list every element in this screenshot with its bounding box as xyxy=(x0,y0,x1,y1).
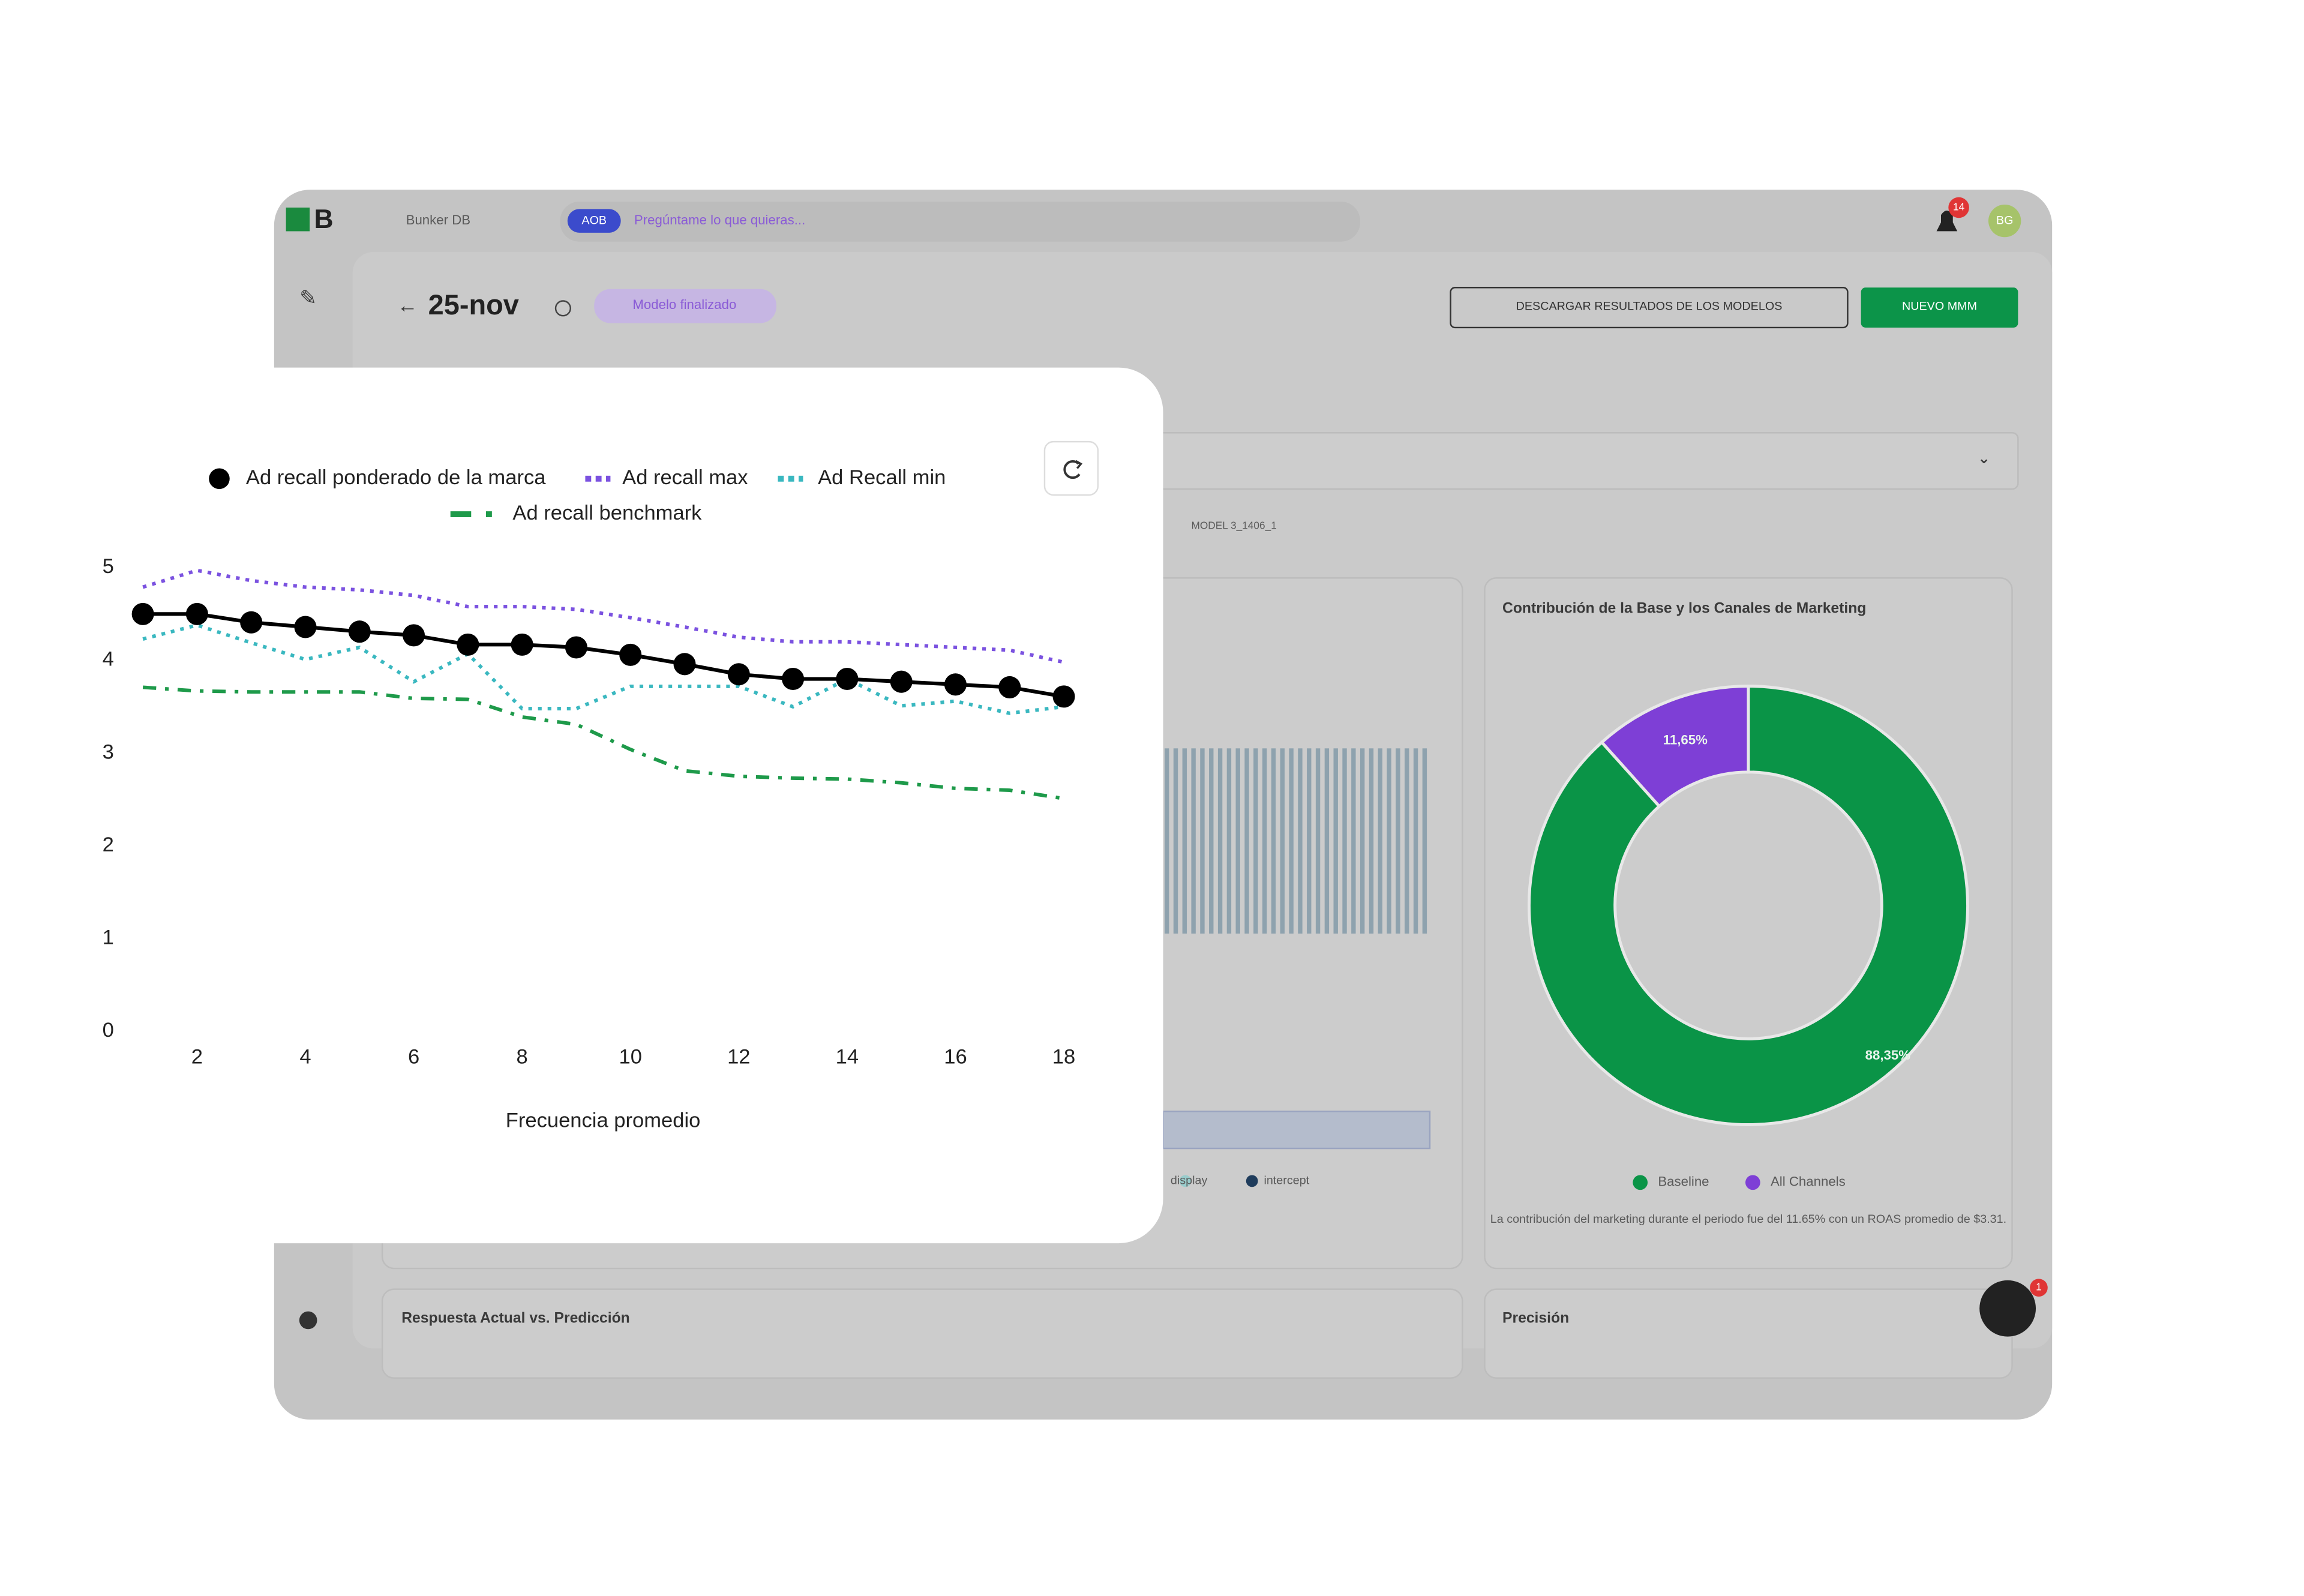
point xyxy=(673,653,696,676)
pie-segment xyxy=(1528,685,1969,1126)
x-tick-label: 2 xyxy=(191,1046,203,1069)
point xyxy=(348,620,371,643)
point xyxy=(185,602,208,625)
y-tick-label: 2 xyxy=(103,833,114,856)
legend-marker xyxy=(1633,1175,1648,1190)
point xyxy=(403,624,425,647)
series-line xyxy=(142,623,1064,715)
search-bar[interactable] xyxy=(560,202,1360,242)
back-arrow[interactable]: ← xyxy=(397,295,418,317)
chart-card xyxy=(0,367,1163,1244)
pie-segment xyxy=(1600,685,1750,809)
pie-label: 11,65% xyxy=(1663,733,1708,748)
search-placeholder[interactable]: Pregúntame lo que quieras... xyxy=(634,212,805,227)
card xyxy=(1484,1288,2013,1379)
model-tag: MODEL 3_1406_1 xyxy=(1191,519,1276,531)
point xyxy=(131,602,154,625)
ask-badge: AOB xyxy=(581,214,607,227)
range-slider[interactable] xyxy=(1162,1111,1431,1150)
legend-label: All Channels xyxy=(1771,1174,1846,1189)
blurred-bars xyxy=(1163,748,1430,934)
series-line xyxy=(142,568,1064,664)
legend-label: Ad recall benchmark xyxy=(512,502,702,524)
chat-badge-bg xyxy=(2030,1279,2048,1297)
x-tick-label: 6 xyxy=(408,1046,419,1069)
legend-dot xyxy=(1246,1175,1258,1187)
background-legend: display xyxy=(1171,1174,1208,1187)
legend-marker xyxy=(1745,1175,1760,1190)
legend-label: Ad recall max xyxy=(622,466,748,489)
pie-chart: 88,35% Baseline 11,65% All Channels xyxy=(1528,685,1969,1190)
refresh-button[interactable] xyxy=(1043,440,1099,496)
point xyxy=(944,673,967,696)
new-button[interactable] xyxy=(1861,287,2018,328)
y-tick-label: 1 xyxy=(103,926,114,949)
y-tick-label: 5 xyxy=(103,555,114,578)
nav-icon[interactable]: ✎ xyxy=(299,287,317,310)
card-title: Respuesta Actual vs. Predicción xyxy=(401,1310,630,1327)
logo-mark xyxy=(286,207,310,232)
dropdown-arrow: ⌄ xyxy=(1978,451,1990,467)
point xyxy=(782,668,805,691)
point xyxy=(998,676,1021,698)
model-select[interactable] xyxy=(1140,432,2019,490)
point xyxy=(1052,685,1075,708)
legend-label: Baseline xyxy=(1658,1174,1709,1189)
pie-label: 88,35% xyxy=(1865,1048,1911,1063)
point xyxy=(890,670,913,693)
x-tick-label: 18 xyxy=(1052,1046,1075,1069)
refresh-icon xyxy=(1075,460,1083,469)
point xyxy=(240,611,263,634)
refresh-icon xyxy=(1063,460,1081,479)
page-title: 25-nov xyxy=(428,289,519,320)
status-pill xyxy=(594,289,776,323)
legend-marker xyxy=(209,468,230,490)
settings-icon[interactable] xyxy=(299,1311,317,1330)
info-icon[interactable] xyxy=(554,300,571,317)
chat-badge: 1 xyxy=(2036,1281,2042,1293)
legend-label: Ad recall ponderado de la marca xyxy=(246,466,546,489)
logo: B xyxy=(314,205,334,234)
x-axis-label: Frecuencia promedio xyxy=(506,1109,701,1132)
x-tick-label: 8 xyxy=(517,1046,528,1069)
y-tick-label: 4 xyxy=(103,648,114,671)
download-button-label: DESCARGAR RESULTADOS DE LOS MODELOS xyxy=(1516,300,1783,313)
y-tick-label: 0 xyxy=(103,1019,114,1042)
point xyxy=(619,643,642,666)
point xyxy=(727,663,750,686)
legend-label: Ad Recall min xyxy=(818,466,946,489)
x-tick-label: 14 xyxy=(836,1046,859,1069)
legend-dot xyxy=(1179,1175,1192,1187)
status: Modelo finalizado xyxy=(632,297,736,312)
point xyxy=(511,633,533,656)
pie-caption: La contribución del marketing durante el… xyxy=(1490,1213,2006,1226)
x-tick-label: 12 xyxy=(727,1046,750,1069)
x-tick-label: 4 xyxy=(299,1046,311,1069)
point xyxy=(836,668,859,691)
pie-title: Contribución de la Base y los Canales de… xyxy=(1502,601,1866,617)
background-legend: intercept xyxy=(1264,1174,1309,1187)
point xyxy=(457,633,479,656)
point xyxy=(565,636,587,659)
card-title: Precisión xyxy=(1502,1310,1569,1327)
ask-badge-bg xyxy=(567,209,621,233)
notification-dot xyxy=(1948,197,1969,218)
point xyxy=(294,616,317,638)
new-button-label: NUEVO MMM xyxy=(1902,300,1977,313)
chat-button[interactable] xyxy=(1979,1280,2036,1337)
avatar-initials: BG xyxy=(1996,214,2014,227)
card xyxy=(381,1288,1463,1379)
y-tick-label: 3 xyxy=(103,740,114,763)
x-tick-label: 10 xyxy=(619,1046,642,1069)
bell-icon[interactable] xyxy=(1936,210,1958,232)
avatar[interactable] xyxy=(1988,204,2021,238)
x-tick-label: 16 xyxy=(944,1046,967,1069)
notification-count: 14 xyxy=(1953,200,1965,212)
download-button[interactable] xyxy=(1450,287,1849,329)
app-name[interactable]: Bunker DB xyxy=(406,212,470,227)
